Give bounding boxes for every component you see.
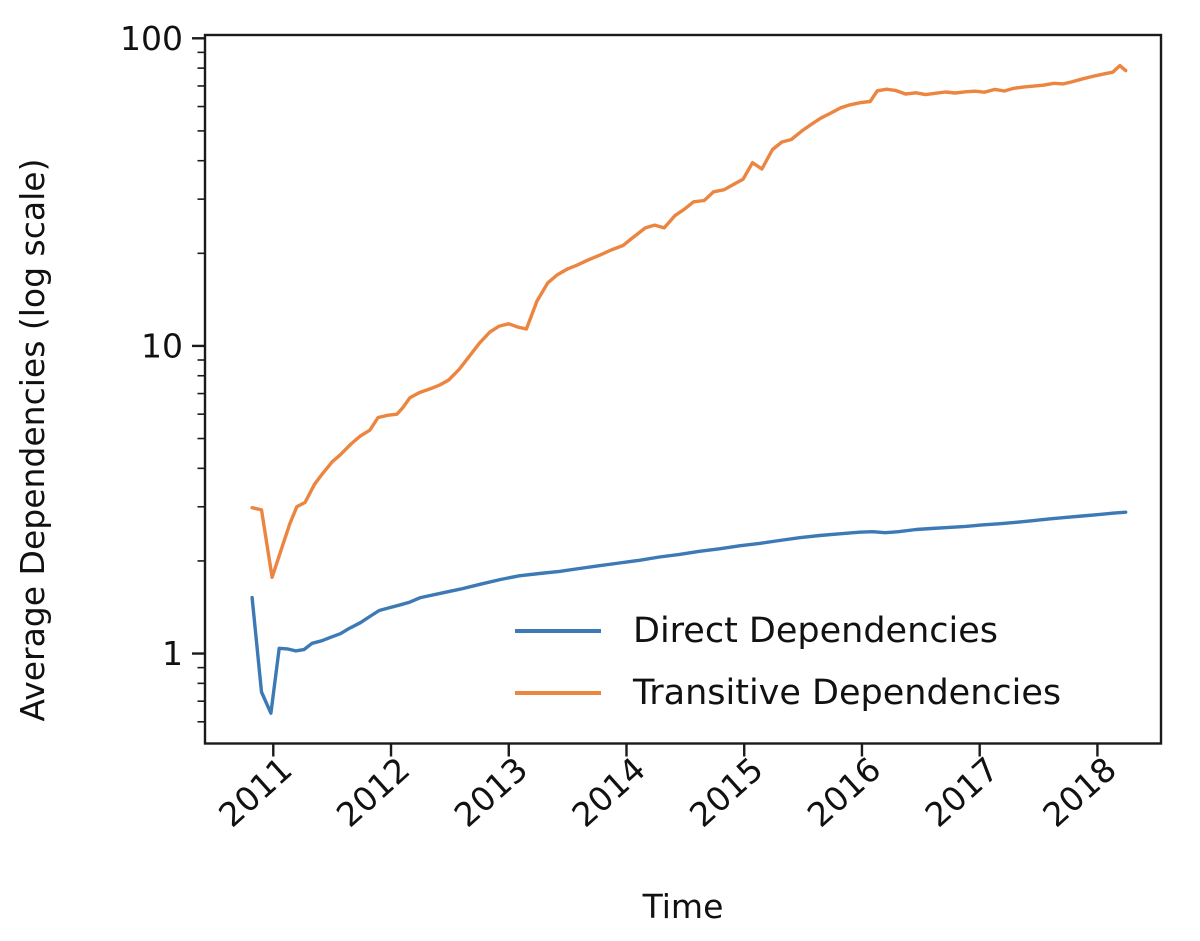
y-axis-title: Average Dependencies (log scale) xyxy=(13,159,52,722)
x-axis-title: Time xyxy=(642,887,724,926)
series-lines xyxy=(250,63,1128,715)
direct-dependencies-legend-label: Direct Dependencies xyxy=(633,611,998,651)
x-tick-label: 2013 xyxy=(447,749,536,834)
y-axis-ticks: 1 10 100 xyxy=(120,19,205,723)
x-tick-label: 2011 xyxy=(211,749,300,834)
plot-area xyxy=(203,33,1163,745)
x-tick-label: 2018 xyxy=(1035,749,1124,834)
x-tick-label: 2017 xyxy=(918,749,1007,834)
x-axis-ticks: 2011 2012 2013 2014 2015 2016 2017 2018 xyxy=(211,743,1124,835)
x-tick-label: 2016 xyxy=(800,749,889,834)
transitive-dependencies-legend-label: Transitive Dependencies xyxy=(632,673,1061,713)
y-tick-label: 100 xyxy=(120,19,183,58)
y-tick-label: 1 xyxy=(162,634,183,673)
x-tick-label: 2015 xyxy=(682,749,771,834)
x-tick-label: 2012 xyxy=(329,749,418,834)
legend: Direct Dependencies Transitive Dependenc… xyxy=(515,611,1061,713)
x-tick-label: 2014 xyxy=(564,749,653,834)
y-tick-label: 10 xyxy=(141,326,183,365)
direct-dependencies-line xyxy=(250,510,1128,715)
transitive-dependencies-line xyxy=(250,63,1128,579)
